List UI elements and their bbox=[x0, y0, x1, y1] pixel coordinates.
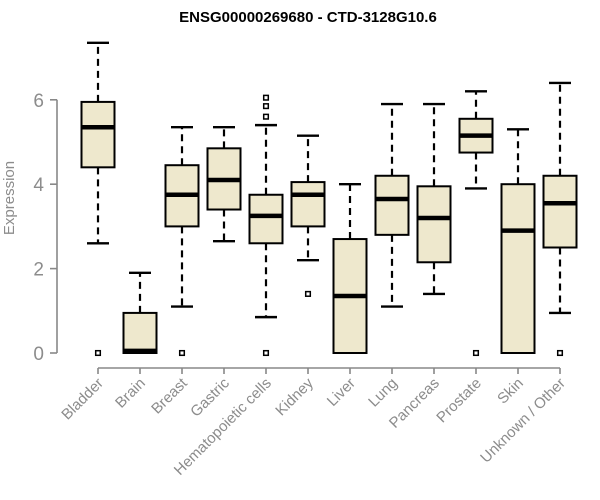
box-lung bbox=[374, 102, 410, 308]
iqr-box bbox=[416, 185, 452, 264]
outlier-point bbox=[262, 113, 270, 120]
box-brain bbox=[122, 271, 158, 355]
box-hematopoietic-cells bbox=[248, 94, 284, 357]
x-tick-label: Bladder bbox=[58, 375, 107, 424]
x-tick-label: Prostate bbox=[433, 375, 485, 427]
outlier-point bbox=[262, 103, 270, 110]
box-liver bbox=[332, 182, 368, 354]
box-gastric bbox=[206, 126, 242, 243]
x-tick-label: Liver bbox=[324, 375, 359, 410]
iqr-box bbox=[374, 174, 410, 236]
x-tick-label: Breast bbox=[148, 374, 191, 417]
iqr-box bbox=[290, 181, 326, 228]
box-prostate bbox=[458, 90, 494, 357]
box-breast bbox=[164, 126, 200, 357]
outlier-point bbox=[556, 349, 564, 357]
box-skin bbox=[500, 128, 536, 354]
outlier-point bbox=[262, 349, 270, 357]
box-pancreas bbox=[416, 102, 452, 296]
boxplot-series bbox=[80, 41, 578, 357]
y-tick-label: 6 bbox=[33, 91, 44, 112]
y-tick-label: 2 bbox=[33, 260, 44, 281]
outlier-point bbox=[472, 349, 480, 357]
iqr-box bbox=[542, 174, 578, 249]
iqr-box bbox=[80, 100, 116, 169]
outlier-point bbox=[262, 94, 270, 101]
y-tick-label: 4 bbox=[33, 175, 44, 196]
y-axis-label: Expression bbox=[1, 161, 18, 235]
iqr-box bbox=[500, 183, 536, 354]
x-tick-label: Kidney bbox=[272, 374, 317, 419]
chart-title: ENSG00000269680 - CTD-3128G10.6 bbox=[179, 9, 437, 26]
outlier-point bbox=[94, 349, 102, 357]
x-tick-label: Lung bbox=[365, 375, 401, 411]
box-unknown-other bbox=[542, 81, 578, 357]
iqr-box bbox=[122, 311, 158, 355]
outlier-point bbox=[304, 290, 312, 297]
x-tick-label: Brain bbox=[112, 375, 149, 412]
x-tick-label: Skin bbox=[494, 375, 527, 408]
box-bladder bbox=[80, 41, 116, 357]
outlier-point bbox=[178, 349, 186, 357]
iqr-box bbox=[248, 193, 284, 245]
box-kidney bbox=[290, 134, 326, 297]
y-tick-label: 0 bbox=[33, 344, 44, 365]
